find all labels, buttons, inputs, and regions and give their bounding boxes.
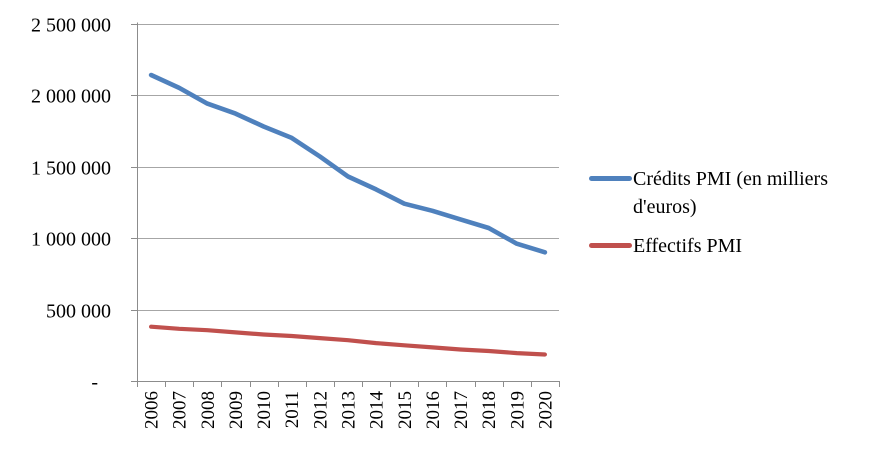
legend-item-credits-pmi: Crédits PMI (en milliers d'euros) xyxy=(589,165,875,221)
y-tick-label: 2 000 000 xyxy=(31,86,111,108)
legend-line-swatch xyxy=(589,176,632,181)
y-tick-label: - xyxy=(91,372,98,394)
x-tick-label-2012: 2012 xyxy=(310,391,331,429)
chart-legend: Crédits PMI (en milliers d'euros) Effecti… xyxy=(589,165,875,271)
x-tick-label-2015: 2015 xyxy=(395,391,416,429)
legend-line-swatch xyxy=(589,243,632,248)
x-tick-label-2013: 2013 xyxy=(339,391,360,429)
y-tick-label: 1 500 000 xyxy=(31,158,111,180)
x-tick-label-2008: 2008 xyxy=(198,391,219,429)
x-tick-label-2009: 2009 xyxy=(226,391,247,429)
x-tick-label-2011: 2011 xyxy=(282,391,303,428)
series-line-credits-pmi xyxy=(148,72,548,255)
x-tick-label-2020: 2020 xyxy=(535,391,556,429)
x-tick-label-2017: 2017 xyxy=(451,391,472,429)
legend-label: Crédits PMI (en milliers d'euros) xyxy=(633,168,828,218)
x-tick-label-2019: 2019 xyxy=(507,391,528,429)
series-line-effectifs-pmi xyxy=(149,324,547,357)
y-tick-label: 500 000 xyxy=(46,301,111,323)
x-tick-label-2010: 2010 xyxy=(254,391,275,429)
y-tick-label: 1 000 000 xyxy=(31,229,111,251)
x-tick-label-2007: 2007 xyxy=(170,391,191,429)
x-tick-label-2014: 2014 xyxy=(367,391,388,430)
legend-item-effectifs-pmi: Effectifs PMI xyxy=(589,232,875,260)
x-tick-label-2016: 2016 xyxy=(423,391,444,429)
y-tick-label: 2 500 000 xyxy=(31,15,111,37)
legend-label: Effectifs PMI xyxy=(633,235,743,257)
x-tick-label-2018: 2018 xyxy=(479,391,500,429)
x-tick-label-2006: 2006 xyxy=(142,391,163,429)
